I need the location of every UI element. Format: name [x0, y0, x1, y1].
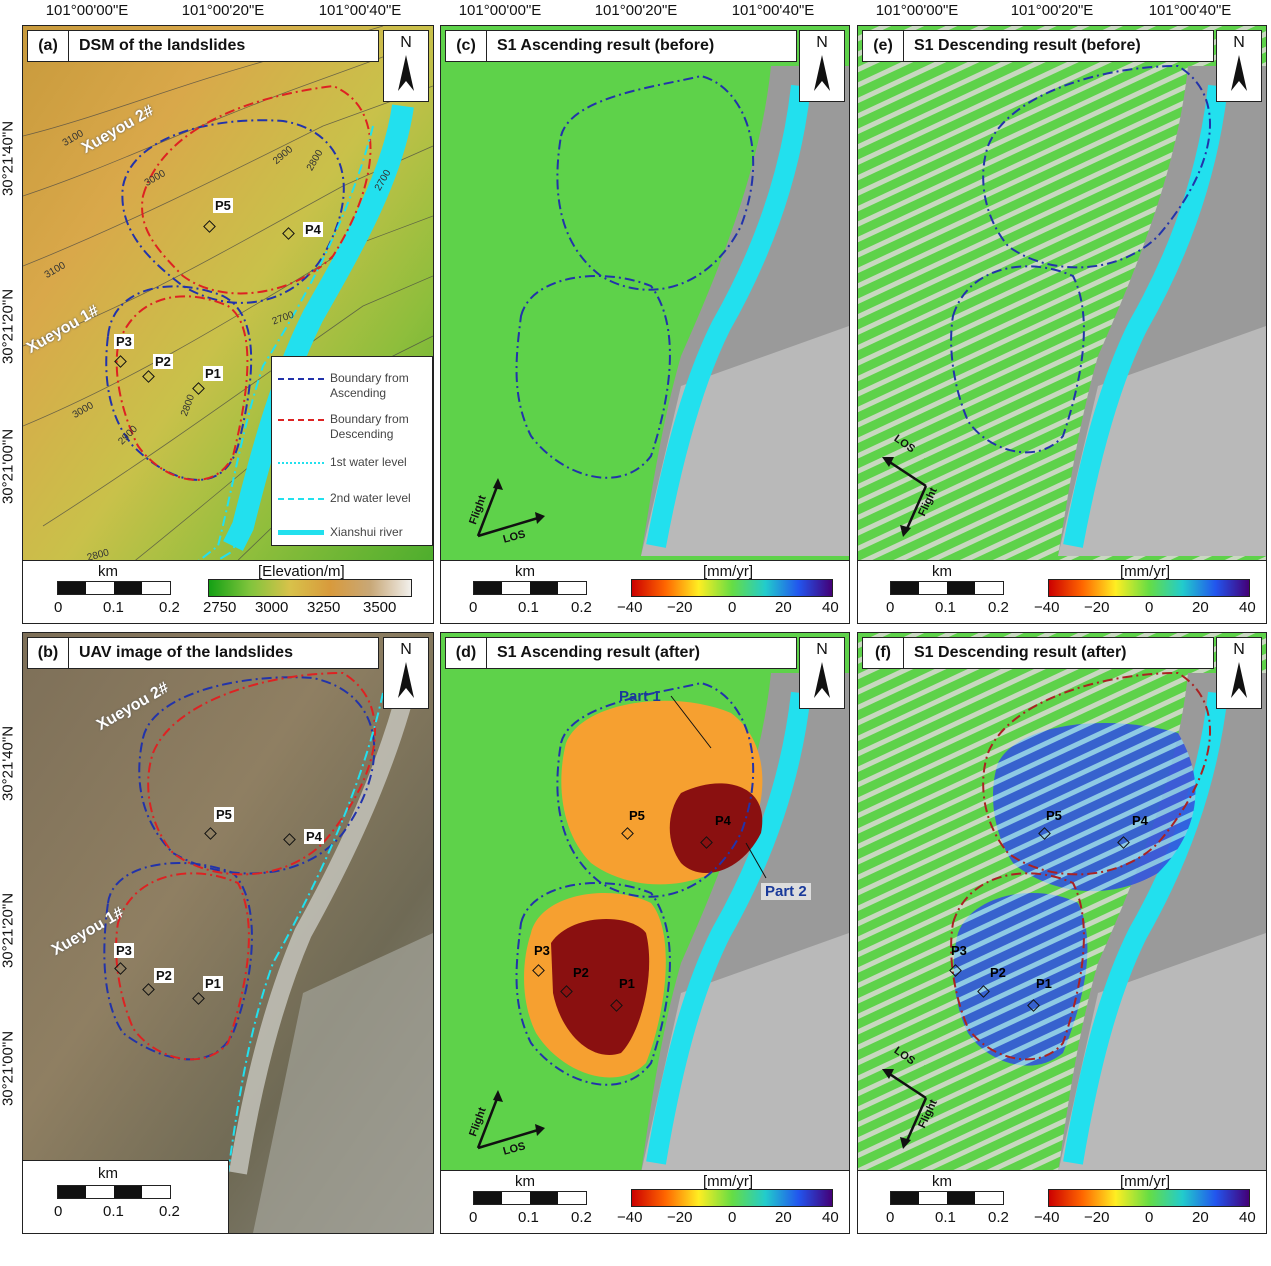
- scale-bar: [57, 581, 171, 595]
- north-arrow-icon: [398, 662, 414, 698]
- panel-f-scale-colorbar: km 0 0.1 0.2 [mm/yr] −40 −20 0 20 40: [858, 1170, 1266, 1233]
- point-p2: P2: [573, 965, 589, 980]
- panel-d-label: (d) S1 Ascending result (after): [445, 637, 797, 669]
- part-2-label: Part 2: [761, 883, 811, 900]
- lon-label-8: 101°00'20"E: [1010, 2, 1094, 19]
- panel-a-label: (a) DSM of the landslides: [27, 30, 379, 62]
- north-arrow: N: [1216, 637, 1262, 709]
- point-p1: P1: [203, 366, 223, 381]
- point-p4: P4: [1132, 813, 1148, 828]
- panel-c-label: (c) S1 Ascending result (before): [445, 30, 797, 62]
- desc-after-map: [858, 633, 1266, 1233]
- point-p1: P1: [1036, 976, 1052, 991]
- lat-label-5: 30°21'20"N: [0, 892, 17, 969]
- velocity-colorbar: [631, 579, 833, 597]
- panel-a-dsm: (a) DSM of the landslides N Xueyou 2# Xu…: [22, 25, 434, 624]
- scale-unit: km: [98, 563, 118, 580]
- panel-b-uav: (b) UAV image of the landslides N Xueyou…: [22, 632, 434, 1234]
- lat-label-4: 30°21'40"N: [0, 725, 17, 802]
- lon-label-4: 101°00'00"E: [458, 2, 542, 19]
- point-p1: P1: [203, 976, 223, 991]
- scale-bar: [890, 1191, 1004, 1205]
- lat-label-2: 30°21'20"N: [0, 288, 17, 365]
- panel-c-scale-colorbar: km 0 0.1 0.2 [mm/yr] −40 −20 0 20 40: [441, 560, 849, 623]
- point-p4: P4: [304, 829, 324, 844]
- north-arrow: N: [1216, 30, 1262, 102]
- lon-label-9: 101°00'40"E: [1148, 2, 1232, 19]
- desc-before-map: [858, 26, 1266, 623]
- flight-los-arrows: [476, 478, 545, 538]
- lon-label-7: 101°00'00"E: [875, 2, 959, 19]
- elevation-colorbar: [208, 579, 412, 597]
- scale-bar: [57, 1185, 171, 1199]
- lat-label-6: 30°21'00"N: [0, 1030, 17, 1107]
- panel-c-asc-before: (c) S1 Ascending result (before) N Fligh…: [440, 25, 850, 624]
- velocity-colorbar: [1048, 1189, 1250, 1207]
- lon-label-1: 101°00'00"E: [45, 2, 129, 19]
- velocity-colorbar: [1048, 579, 1250, 597]
- lat-label-3: 30°21'00"N: [0, 428, 17, 505]
- lon-label-5: 101°00'20"E: [594, 2, 678, 19]
- north-arrow-icon: [398, 55, 414, 91]
- point-p3: P3: [114, 334, 134, 349]
- velocity-colorbar: [631, 1189, 833, 1207]
- north-arrow: N: [383, 637, 429, 709]
- dsm-map: [23, 26, 433, 623]
- panel-f-desc-after: (f) S1 Descending result (after) N P5 P4…: [857, 632, 1267, 1234]
- panel-d-asc-after: (d) S1 Ascending result (after) N Part 1…: [440, 632, 850, 1234]
- north-arrow-icon: [1231, 55, 1247, 91]
- lon-label-3: 101°00'40"E: [318, 2, 402, 19]
- uav-image: [23, 633, 433, 1233]
- flight-los-arrows: [882, 457, 928, 537]
- north-arrow: N: [383, 30, 429, 102]
- panel-f-label: (f) S1 Descending result (after): [862, 637, 1214, 669]
- north-arrow-icon: [1231, 662, 1247, 698]
- point-p2: P2: [154, 968, 174, 983]
- asc-before-map: [441, 26, 849, 623]
- asc-after-map: [441, 633, 849, 1233]
- boundary-legend: Boundary from Ascending Boundary from De…: [271, 356, 433, 546]
- north-arrow-icon: [814, 662, 830, 698]
- lon-label-6: 101°00'40"E: [731, 2, 815, 19]
- scale-bar: [473, 1191, 587, 1205]
- point-p5: P5: [214, 807, 234, 822]
- flight-los-arrows: [882, 1069, 928, 1149]
- north-arrow-icon: [814, 55, 830, 91]
- panel-b-label: (b) UAV image of the landslides: [27, 637, 379, 669]
- point-p5: P5: [213, 198, 233, 213]
- panel-e-label: (e) S1 Descending result (before): [862, 30, 1214, 62]
- panel-a-scale-colorbar: km 0 0.1 0.2 [Elevation/m] 2750 3000 325…: [23, 560, 433, 623]
- lat-label-1: 30°21'40"N: [0, 120, 17, 197]
- part-1-label: Part 1: [619, 688, 661, 705]
- scale-bar: [890, 581, 1004, 595]
- point-p4: P4: [303, 222, 323, 237]
- point-p1: P1: [619, 976, 635, 991]
- north-arrow: N: [799, 30, 845, 102]
- point-p5: P5: [629, 808, 645, 823]
- point-p5: P5: [1046, 808, 1062, 823]
- panel-d-scale-colorbar: km 0 0.1 0.2 [mm/yr] −40 −20 0 20 40: [441, 1170, 849, 1233]
- panel-b-scale: km 0 0.1 0.2: [23, 1160, 229, 1233]
- panel-e-scale-colorbar: km 0 0.1 0.2 [mm/yr] −40 −20 0 20 40: [858, 560, 1266, 623]
- elevation-title: [Elevation/m]: [258, 563, 345, 580]
- point-p3: P3: [951, 943, 967, 958]
- point-p3: P3: [114, 943, 134, 958]
- flight-los-arrows: [476, 1090, 545, 1150]
- point-p4: P4: [715, 813, 731, 828]
- point-p3: P3: [534, 943, 550, 958]
- scale-bar: [473, 581, 587, 595]
- north-arrow: N: [799, 637, 845, 709]
- point-p2: P2: [990, 965, 1006, 980]
- panel-e-desc-before: (e) S1 Descending result (before) N LOS …: [857, 25, 1267, 624]
- point-p2: P2: [153, 354, 173, 369]
- lon-label-2: 101°00'20"E: [181, 2, 265, 19]
